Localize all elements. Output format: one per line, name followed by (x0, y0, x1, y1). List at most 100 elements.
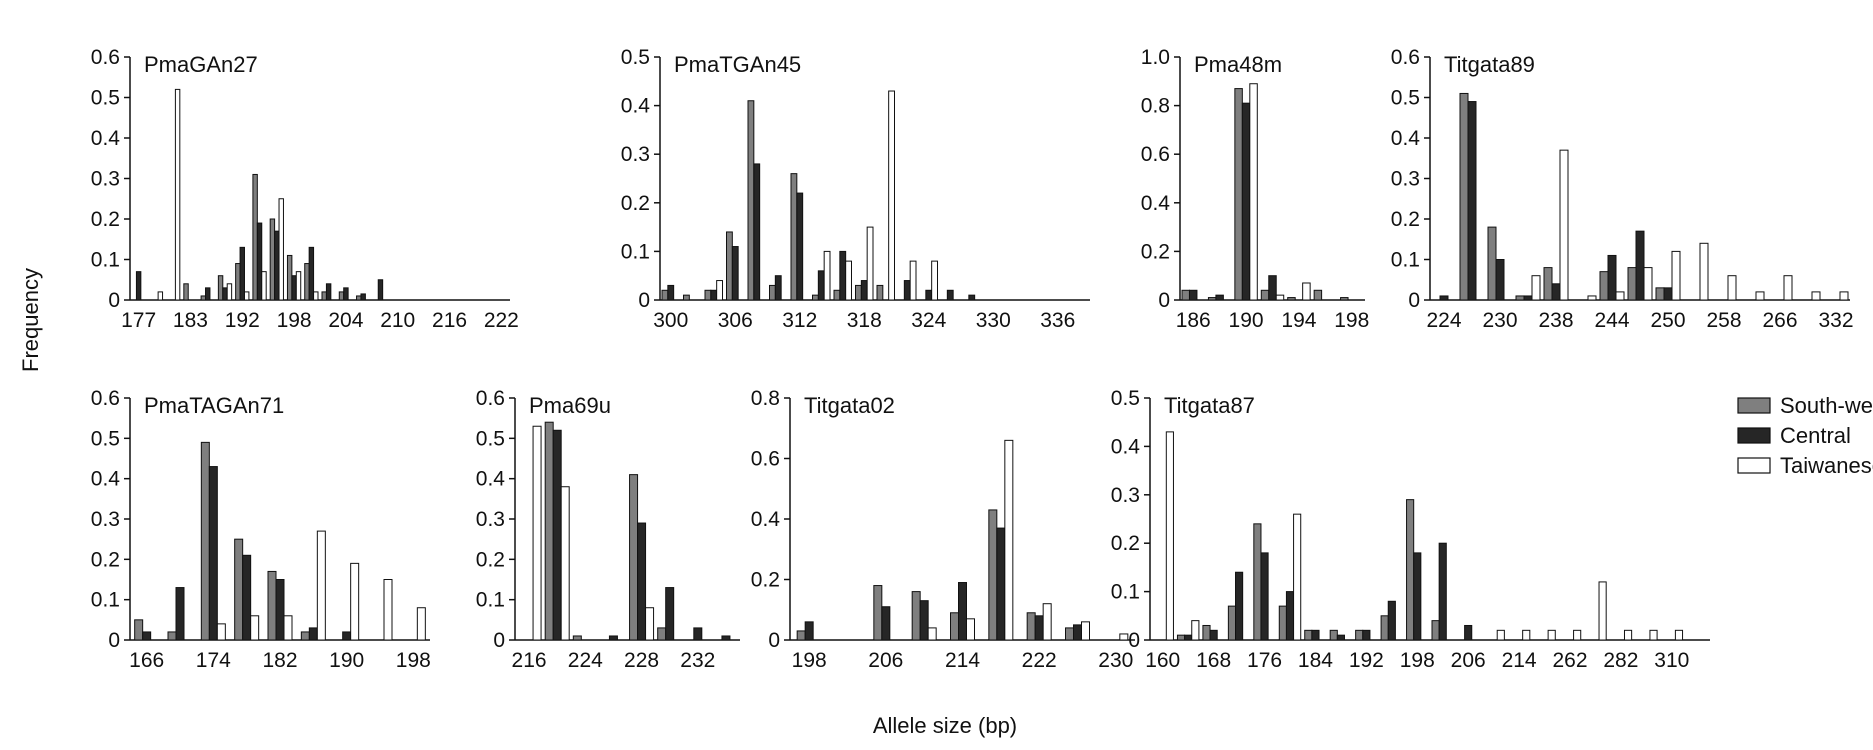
bar-south-western (1176, 634, 1186, 641)
bar-south-western (1515, 295, 1525, 301)
bar-taiwanese (716, 280, 724, 301)
panel-title: Pma69u (529, 393, 611, 418)
bar-central (721, 635, 731, 641)
bar-taiwanese (1649, 629, 1658, 641)
bar-taiwanese (1573, 629, 1582, 641)
bar-taiwanese (866, 226, 874, 301)
bar-south-western (1329, 629, 1338, 641)
bar-south-western (1459, 92, 1469, 301)
panel-title: Titgata89 (1444, 52, 1535, 77)
chart-panel: 0 0.1 0.2 0.3 0.4 0.5 0.6 PmaTAGAn71 166 174 182 19… (91, 387, 431, 672)
bar-taiwanese (927, 627, 937, 641)
bar-central (308, 246, 315, 301)
bar-south-western (683, 294, 690, 301)
bar-central (919, 600, 929, 641)
bar-central (796, 192, 804, 301)
panel-title: Titgata02 (804, 393, 895, 418)
bar-central (817, 270, 825, 301)
x-tick-label: 166 (129, 649, 164, 672)
bar-south-western (356, 295, 362, 301)
chart-panels: 0 0.1 0.2 0.3 0.4 0.5 0.6 PmaGAn27 177 183 192 198 2… (91, 46, 1854, 672)
bar-taiwanese (313, 291, 319, 301)
bar-south-western (876, 284, 884, 301)
legend-swatch (1737, 397, 1771, 414)
y-tick-label: 0 (1158, 289, 1170, 312)
bar-central (552, 429, 562, 641)
bar-taiwanese (174, 88, 181, 301)
bar-central (325, 283, 332, 301)
bar-taiwanese (261, 271, 267, 301)
bar-central (1607, 254, 1617, 301)
bar-south-western (1340, 297, 1349, 301)
x-tick-label: 230 (1098, 649, 1133, 672)
bar-taiwanese (1249, 83, 1258, 301)
bar-taiwanese (909, 260, 917, 301)
y-tick-label: 0.3 (621, 143, 650, 166)
bar-central (996, 527, 1006, 641)
x-tick-label: 190 (329, 649, 364, 672)
bar-taiwanese (966, 618, 975, 641)
bar-south-western (321, 291, 327, 301)
bar-taiwanese (250, 615, 260, 641)
bar-central (1413, 552, 1422, 641)
bar-south-western (1487, 226, 1497, 301)
x-tick-label: 176 (1247, 649, 1282, 672)
x-tick-label: 238 (1538, 309, 1573, 332)
bar-central (1439, 295, 1449, 301)
y-tick-label: 0.8 (1141, 95, 1170, 118)
bar-taiwanese (1671, 250, 1681, 301)
bar-central (958, 582, 967, 641)
bar-taiwanese (1119, 633, 1129, 641)
x-tick-label: 312 (782, 309, 817, 332)
y-tick-label: 0.8 (751, 387, 780, 410)
bar-south-western (1207, 297, 1217, 301)
bar-south-western (217, 275, 224, 301)
bar-taiwanese (283, 615, 293, 641)
bar-central (637, 522, 647, 641)
x-tick-label: 232 (680, 649, 715, 672)
bar-taiwanese (1623, 629, 1633, 641)
bar-south-western (1278, 605, 1287, 641)
y-tick-label: 0.3 (91, 168, 120, 191)
bar-central (1184, 634, 1193, 641)
bar-taiwanese (645, 607, 655, 641)
bar-central (291, 275, 297, 301)
x-tick-label: 160 (1145, 649, 1180, 672)
bar-central (1260, 552, 1269, 641)
y-tick-label: 0.1 (91, 589, 120, 612)
y-tick-label: 0 (768, 629, 780, 652)
bar-south-western (657, 627, 667, 641)
x-tick-label: 214 (1502, 649, 1537, 672)
bar-central (1336, 634, 1345, 641)
x-tick-label: 177 (121, 309, 156, 332)
y-tick-label: 0.2 (91, 548, 120, 571)
bar-central (693, 627, 703, 641)
y-tick-label: 0.2 (1141, 240, 1170, 263)
bar-taiwanese (316, 530, 326, 641)
bar-central (1495, 259, 1505, 301)
bar-central (608, 635, 618, 641)
bar-taiwanese (1522, 629, 1531, 641)
y-tick-label: 0.4 (1391, 127, 1421, 150)
bar-south-western (1202, 624, 1211, 641)
bar-south-western (1313, 289, 1323, 301)
bar-south-western (726, 231, 733, 301)
bar-central (275, 579, 285, 641)
bar-central (1241, 102, 1251, 301)
panel-title: Titgata87 (1164, 393, 1255, 418)
bar-central (903, 280, 911, 301)
y-tick-label: 1.0 (1141, 46, 1170, 69)
x-tick-label: 183 (173, 309, 208, 332)
bar-south-western (572, 635, 582, 641)
x-axis-label: Allele size (bp) (873, 713, 1017, 738)
bar-central (860, 280, 868, 301)
bar-south-western (747, 100, 755, 301)
chart-panel: 0 0.2 0.4 0.6 0.8 Titgata02 198 206 214 222 230 (751, 387, 1135, 672)
bar-central (377, 279, 384, 301)
bar-central (1663, 287, 1673, 301)
bar-taiwanese (216, 623, 226, 641)
bar-south-western (1599, 271, 1609, 301)
bar-south-western (873, 585, 883, 641)
bar-central (274, 230, 280, 301)
bar-taiwanese (1839, 291, 1849, 301)
